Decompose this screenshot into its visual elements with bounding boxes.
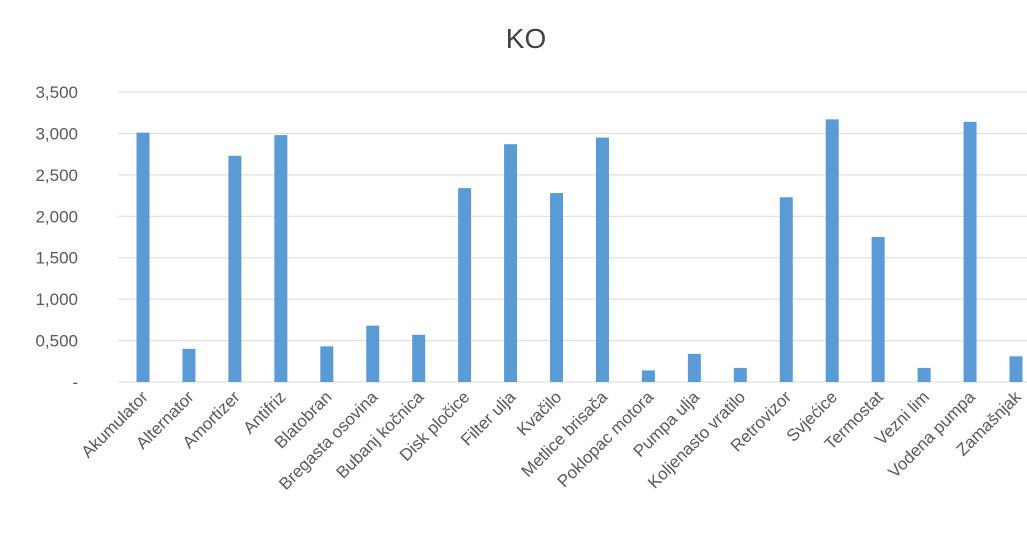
y-axis-ticks: - 0,500 1,000 1,500 2,000 2,500 3,000 3,500 <box>35 83 78 392</box>
bar <box>366 325 380 382</box>
bar <box>182 348 196 382</box>
x-axis-labels: AkumulatorAlternatorAmortizerAntifrizBla… <box>78 387 1026 494</box>
y-tick-label: 3,000 <box>35 124 78 143</box>
y-tick-label: 2,000 <box>35 207 78 226</box>
bar <box>595 137 609 382</box>
chart-title: KO <box>506 23 546 54</box>
y-tick-label: 1,500 <box>35 249 78 268</box>
y-tick-label: 1,000 <box>35 290 78 309</box>
bar <box>779 197 793 382</box>
bar <box>458 188 472 382</box>
bar <box>504 144 518 382</box>
bar <box>412 334 426 382</box>
gridlines <box>118 91 1027 383</box>
bar <box>228 155 242 382</box>
bars <box>136 119 1023 382</box>
bar <box>963 121 977 382</box>
y-tick-label: 3,500 <box>35 83 78 102</box>
y-tick-label: - <box>72 373 78 392</box>
y-tick-label: 2,500 <box>35 166 78 185</box>
bar <box>871 237 885 382</box>
bar <box>550 193 564 382</box>
bar <box>687 353 701 382</box>
bar <box>825 119 839 382</box>
bar <box>136 132 150 382</box>
y-tick-label: 0,500 <box>35 332 78 351</box>
x-category-label: Akumulator <box>78 387 152 461</box>
bar <box>320 346 334 382</box>
bar <box>733 367 747 382</box>
bar <box>1009 356 1023 382</box>
bar <box>274 135 288 382</box>
bar <box>917 367 931 382</box>
bar <box>641 370 655 382</box>
